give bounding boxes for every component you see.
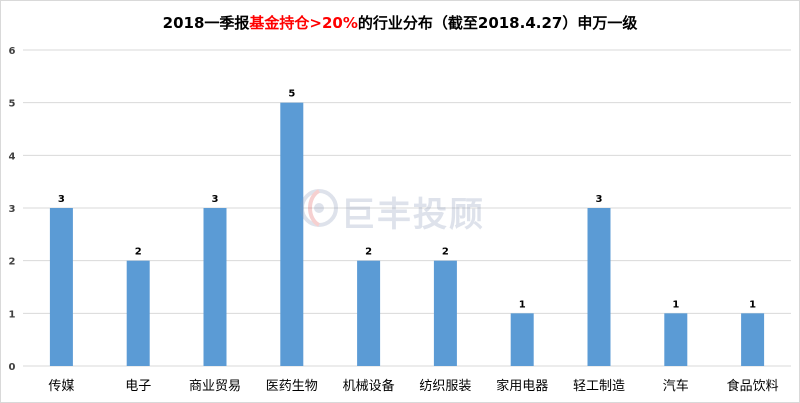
bar [203, 208, 227, 366]
y-tick-label: 1 [9, 309, 16, 320]
bar [126, 260, 150, 366]
data-label: 3 [58, 194, 65, 205]
y-tick-label: 0 [9, 362, 16, 373]
x-tick-label: 汽车 [663, 378, 689, 394]
watermark: 巨丰投顾 [297, 183, 517, 235]
bar [433, 260, 457, 366]
title-highlight: 基金持仓>20% [249, 14, 358, 32]
x-tick-label: 传媒 [48, 379, 74, 394]
x-tick-label: 医药生物 [266, 379, 318, 394]
x-tick-label: 纺织服装 [419, 379, 471, 394]
y-tick-label: 6 [9, 46, 16, 57]
data-label: 1 [672, 299, 679, 310]
bar [741, 313, 765, 366]
data-label: 2 [442, 247, 449, 258]
data-label: 2 [365, 247, 372, 258]
x-tick-label: 商业贸易 [189, 379, 241, 394]
data-label: 2 [135, 247, 142, 258]
jufeng-swirl-icon [300, 189, 338, 227]
title-prefix: 2018一季报 [162, 14, 250, 32]
x-tick-label: 机械设备 [343, 378, 395, 394]
bar [510, 313, 534, 366]
bar [587, 208, 611, 366]
chart-title: 2018一季报基金持仓>20%的行业分布（截至2018.4.27）申万一级 [1, 12, 799, 33]
bar [49, 208, 73, 366]
x-tick-label: 食品饮料 [727, 378, 779, 394]
y-tick-label: 2 [9, 257, 16, 268]
data-label: 1 [749, 299, 756, 310]
data-label: 3 [212, 194, 219, 205]
y-tick-label: 4 [9, 151, 16, 162]
watermark-text: 巨丰投顾 [341, 195, 485, 235]
bar [357, 260, 381, 366]
data-label: 1 [519, 299, 526, 310]
x-tick-label: 电子 [125, 379, 151, 394]
data-label: 3 [596, 194, 603, 205]
x-tick-label: 轻工制造 [573, 379, 625, 394]
title-suffix: 的行业分布（截至2018.4.27）申万一级 [357, 14, 638, 32]
bar [664, 313, 688, 366]
y-tick-label: 5 [9, 99, 16, 110]
x-tick-label: 家用电器 [496, 378, 548, 394]
y-tick-label: 3 [9, 204, 16, 215]
data-label: 5 [288, 89, 295, 100]
bar [280, 102, 304, 367]
